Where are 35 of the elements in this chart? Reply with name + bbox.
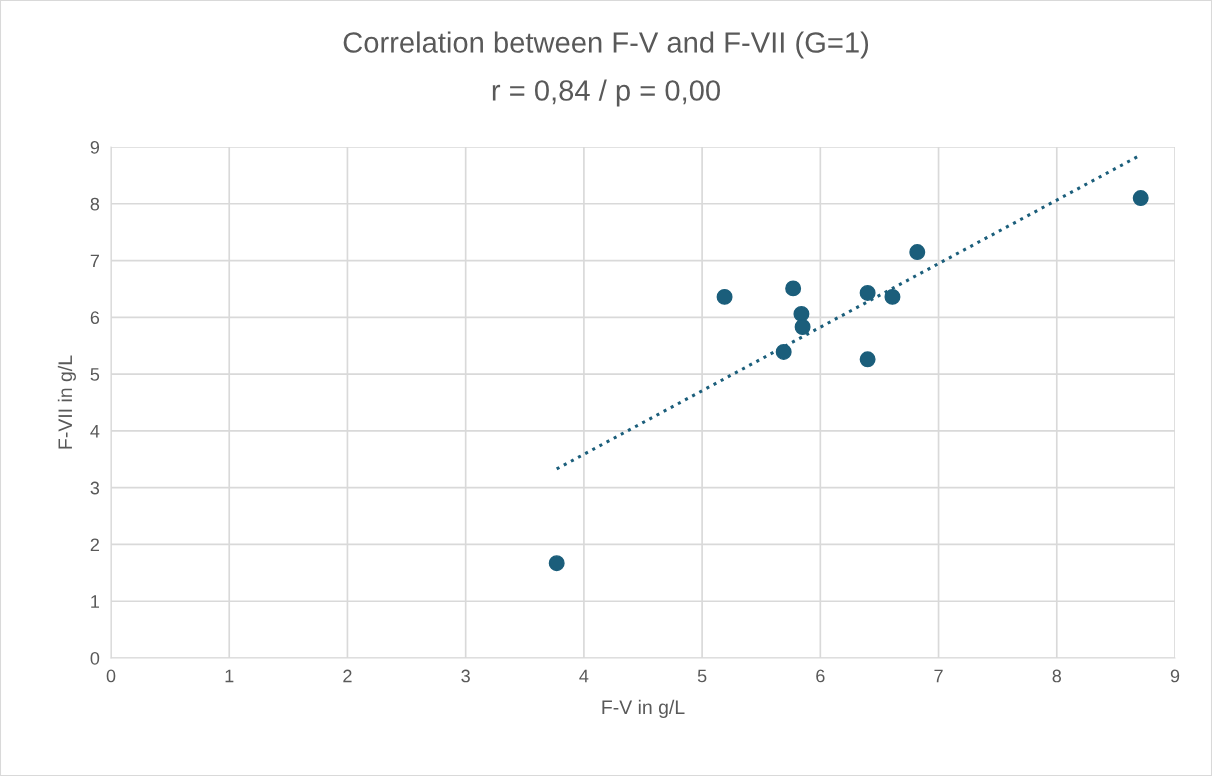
point bbox=[909, 244, 926, 261]
x-tick-label: 2 bbox=[343, 669, 352, 683]
y-tick-label: 3 bbox=[90, 481, 100, 495]
y-tick-label: 1 bbox=[91, 595, 100, 608]
y-tick-label: 4 bbox=[90, 425, 100, 438]
y-axis-title: F-VII in g/L bbox=[57, 355, 76, 449]
x-tick-label: 8 bbox=[1052, 669, 1062, 683]
x-axis-title: F-V in g/L bbox=[602, 699, 685, 718]
x-tick-label: 4 bbox=[579, 669, 589, 683]
x-tick-label: 5 bbox=[697, 669, 707, 683]
y-tick-label: 7 bbox=[90, 254, 99, 268]
point bbox=[884, 288, 901, 305]
x-tick-label: 7 bbox=[934, 669, 943, 683]
point bbox=[775, 343, 792, 360]
x-tick-label: 0 bbox=[106, 669, 116, 683]
point bbox=[1132, 190, 1149, 207]
x-tick-label: 6 bbox=[816, 669, 825, 683]
point bbox=[548, 555, 565, 572]
point bbox=[716, 288, 733, 305]
chart-title: Correlation between F-V and F-VII (G=1) bbox=[343, 31, 869, 59]
y-tick-label: 2 bbox=[90, 538, 99, 551]
y-tick-label: 8 bbox=[90, 197, 100, 211]
x-tick-label: 9 bbox=[1170, 669, 1180, 683]
chart-subtitle: r = 0,84 / p = 0,00 bbox=[492, 79, 720, 107]
x-tick-label: 3 bbox=[461, 669, 470, 683]
y-tick-label: 5 bbox=[90, 368, 100, 381]
y-tick-label: 6 bbox=[90, 311, 100, 325]
point bbox=[793, 305, 810, 322]
point bbox=[785, 280, 802, 297]
point bbox=[859, 284, 876, 301]
x-tick-label: 1 bbox=[225, 669, 234, 683]
point bbox=[859, 351, 876, 368]
y-tick-label: 9 bbox=[90, 140, 100, 154]
y-tick-label: 0 bbox=[90, 651, 100, 665]
point bbox=[794, 319, 811, 335]
